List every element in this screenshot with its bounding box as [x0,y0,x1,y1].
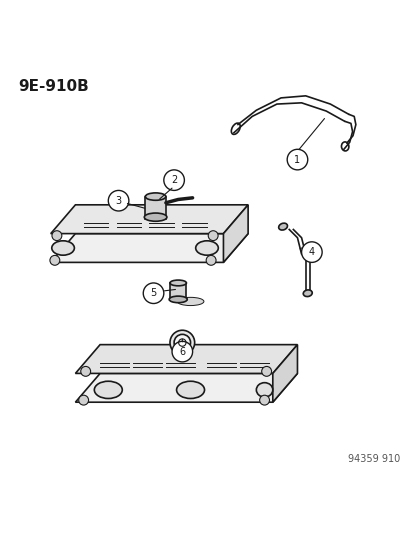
Circle shape [261,366,271,376]
Circle shape [164,170,184,190]
Ellipse shape [177,297,204,305]
Text: 3: 3 [115,196,121,206]
Circle shape [259,395,269,405]
Circle shape [81,366,90,376]
Ellipse shape [256,383,272,397]
Circle shape [108,190,128,211]
Text: 6: 6 [179,346,185,357]
Polygon shape [170,283,186,300]
Circle shape [301,242,321,262]
Text: 4: 4 [308,247,314,257]
Polygon shape [145,197,166,219]
Text: 5: 5 [150,288,156,298]
Ellipse shape [169,296,187,303]
Text: 94359 910: 94359 910 [347,454,399,464]
Ellipse shape [94,381,122,399]
Ellipse shape [176,381,204,399]
Polygon shape [75,374,297,402]
Text: 9E-910B: 9E-910B [18,79,88,94]
Ellipse shape [174,334,190,351]
Circle shape [172,341,192,362]
Ellipse shape [278,223,287,230]
Polygon shape [51,205,247,233]
Circle shape [143,283,164,303]
Circle shape [50,255,59,265]
Circle shape [208,231,218,240]
Polygon shape [223,205,247,262]
Polygon shape [51,233,247,262]
Ellipse shape [52,241,74,255]
Circle shape [52,231,62,240]
Ellipse shape [170,330,194,355]
Ellipse shape [170,280,186,286]
Polygon shape [272,345,297,402]
Ellipse shape [145,193,166,200]
Text: 1: 1 [294,155,300,165]
Circle shape [78,395,88,405]
Ellipse shape [195,241,218,255]
Ellipse shape [303,290,311,296]
Ellipse shape [144,213,166,221]
Circle shape [287,149,307,170]
Text: 2: 2 [171,175,177,185]
Polygon shape [75,345,297,374]
Circle shape [206,255,216,265]
